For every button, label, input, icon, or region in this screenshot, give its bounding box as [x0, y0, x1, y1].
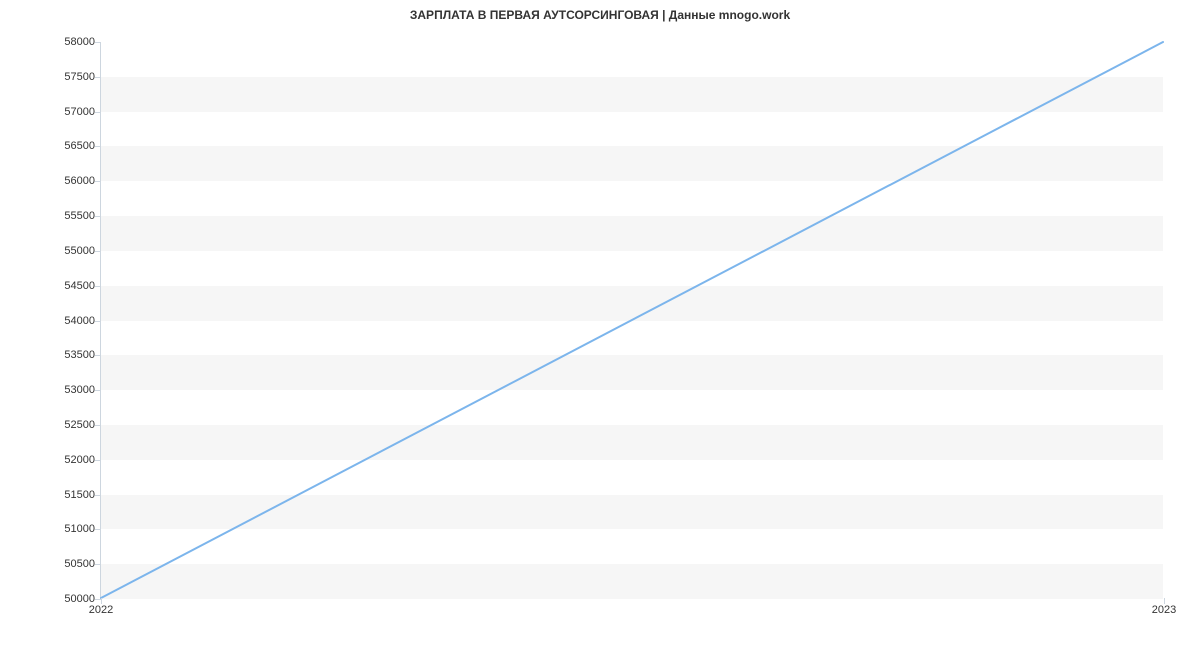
- y-tick-label: 53000: [64, 384, 101, 396]
- y-tick-label: 52500: [64, 419, 101, 431]
- y-tick-label: 50500: [64, 558, 101, 570]
- y-tick-label: 56500: [64, 140, 101, 152]
- plot-area: 5000050500510005150052000525005300053500…: [100, 42, 1163, 599]
- y-tick-label: 57000: [64, 106, 101, 118]
- y-tick-label: 51500: [64, 489, 101, 501]
- y-tick-label: 58000: [64, 36, 101, 48]
- y-tick-label: 55500: [64, 210, 101, 222]
- line-layer: [101, 42, 1163, 598]
- y-tick-label: 56000: [64, 175, 101, 187]
- x-tick-label: 2023: [1152, 598, 1176, 616]
- series-line-salary: [101, 42, 1163, 598]
- chart-title: ЗАРПЛАТА В ПЕРВАЯ АУТСОРСИНГОВАЯ | Данны…: [0, 8, 1200, 22]
- y-tick-label: 53500: [64, 349, 101, 361]
- y-tick-label: 55000: [64, 245, 101, 257]
- x-tick-label: 2022: [89, 598, 113, 616]
- y-tick-label: 54000: [64, 315, 101, 327]
- y-tick-label: 52000: [64, 454, 101, 466]
- y-tick-label: 54500: [64, 280, 101, 292]
- salary-line-chart: ЗАРПЛАТА В ПЕРВАЯ АУТСОРСИНГОВАЯ | Данны…: [0, 0, 1200, 650]
- y-tick-label: 51000: [64, 523, 101, 535]
- y-tick-label: 57500: [64, 71, 101, 83]
